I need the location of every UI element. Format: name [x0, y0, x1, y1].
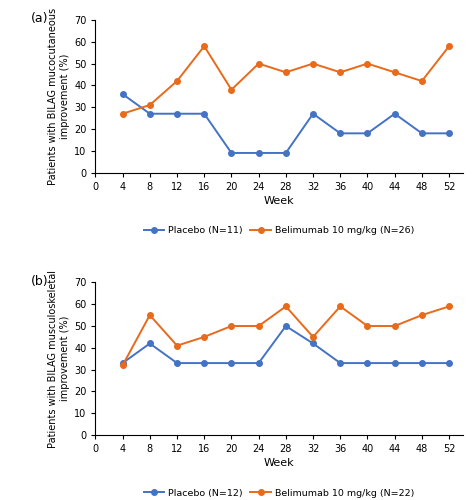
- Placebo (N=11): [418, 130, 424, 136]
- Placebo (N=12): [119, 360, 125, 366]
- Text: (b): (b): [31, 275, 49, 288]
- Belimumab 10 mg/kg (N=22): [337, 304, 342, 310]
- Belimumab 10 mg/kg (N=26): [337, 70, 342, 75]
- Placebo (N=12): [364, 360, 369, 366]
- Placebo (N=12): [147, 340, 152, 346]
- Placebo (N=11): [337, 130, 342, 136]
- Belimumab 10 mg/kg (N=22): [418, 312, 424, 318]
- Belimumab 10 mg/kg (N=26): [255, 60, 261, 66]
- Belimumab 10 mg/kg (N=22): [174, 342, 179, 348]
- Placebo (N=12): [391, 360, 397, 366]
- Belimumab 10 mg/kg (N=22): [255, 323, 261, 329]
- Y-axis label: Patients with BILAG musculoskeletal
improvement (%): Patients with BILAG musculoskeletal impr…: [48, 270, 69, 448]
- Placebo (N=11): [364, 130, 369, 136]
- Placebo (N=12): [174, 360, 179, 366]
- Line: Placebo (N=12): Placebo (N=12): [119, 323, 451, 366]
- Belimumab 10 mg/kg (N=26): [418, 78, 424, 84]
- Belimumab 10 mg/kg (N=22): [282, 304, 288, 310]
- Placebo (N=12): [255, 360, 261, 366]
- Placebo (N=12): [337, 360, 342, 366]
- Belimumab 10 mg/kg (N=26): [201, 43, 207, 49]
- Placebo (N=12): [201, 360, 207, 366]
- Belimumab 10 mg/kg (N=26): [364, 60, 369, 66]
- Belimumab 10 mg/kg (N=26): [282, 70, 288, 75]
- Belimumab 10 mg/kg (N=26): [228, 86, 234, 92]
- Belimumab 10 mg/kg (N=22): [119, 362, 125, 368]
- Placebo (N=11): [391, 110, 397, 116]
- Line: Placebo (N=11): Placebo (N=11): [119, 92, 451, 156]
- X-axis label: Week: Week: [263, 196, 294, 206]
- Placebo (N=11): [445, 130, 451, 136]
- Legend: Placebo (N=12), Belimumab 10 mg/kg (N=22): Placebo (N=12), Belimumab 10 mg/kg (N=22…: [143, 488, 414, 498]
- Placebo (N=12): [309, 340, 315, 346]
- Belimumab 10 mg/kg (N=22): [445, 304, 451, 310]
- Placebo (N=11): [174, 110, 179, 116]
- Belimumab 10 mg/kg (N=22): [201, 334, 207, 340]
- Belimumab 10 mg/kg (N=26): [147, 102, 152, 108]
- X-axis label: Week: Week: [263, 458, 294, 468]
- Placebo (N=12): [282, 323, 288, 329]
- Belimumab 10 mg/kg (N=26): [119, 110, 125, 116]
- Placebo (N=11): [119, 91, 125, 97]
- Belimumab 10 mg/kg (N=22): [391, 323, 397, 329]
- Belimumab 10 mg/kg (N=26): [391, 70, 397, 75]
- Placebo (N=11): [228, 150, 234, 156]
- Placebo (N=12): [228, 360, 234, 366]
- Legend: Placebo (N=11), Belimumab 10 mg/kg (N=26): Placebo (N=11), Belimumab 10 mg/kg (N=26…: [143, 226, 414, 235]
- Placebo (N=11): [309, 110, 315, 116]
- Text: (a): (a): [31, 12, 49, 26]
- Belimumab 10 mg/kg (N=26): [174, 78, 179, 84]
- Placebo (N=12): [418, 360, 424, 366]
- Belimumab 10 mg/kg (N=22): [147, 312, 152, 318]
- Belimumab 10 mg/kg (N=22): [364, 323, 369, 329]
- Placebo (N=12): [445, 360, 451, 366]
- Belimumab 10 mg/kg (N=26): [309, 60, 315, 66]
- Belimumab 10 mg/kg (N=26): [445, 43, 451, 49]
- Belimumab 10 mg/kg (N=22): [228, 323, 234, 329]
- Line: Belimumab 10 mg/kg (N=22): Belimumab 10 mg/kg (N=22): [119, 304, 451, 368]
- Belimumab 10 mg/kg (N=22): [309, 334, 315, 340]
- Line: Belimumab 10 mg/kg (N=26): Belimumab 10 mg/kg (N=26): [119, 44, 451, 117]
- Placebo (N=11): [201, 110, 207, 116]
- Placebo (N=11): [282, 150, 288, 156]
- Placebo (N=11): [147, 110, 152, 116]
- Y-axis label: Patients with BILAG mucocutaneous
improvement (%): Patients with BILAG mucocutaneous improv…: [48, 8, 69, 185]
- Placebo (N=11): [255, 150, 261, 156]
